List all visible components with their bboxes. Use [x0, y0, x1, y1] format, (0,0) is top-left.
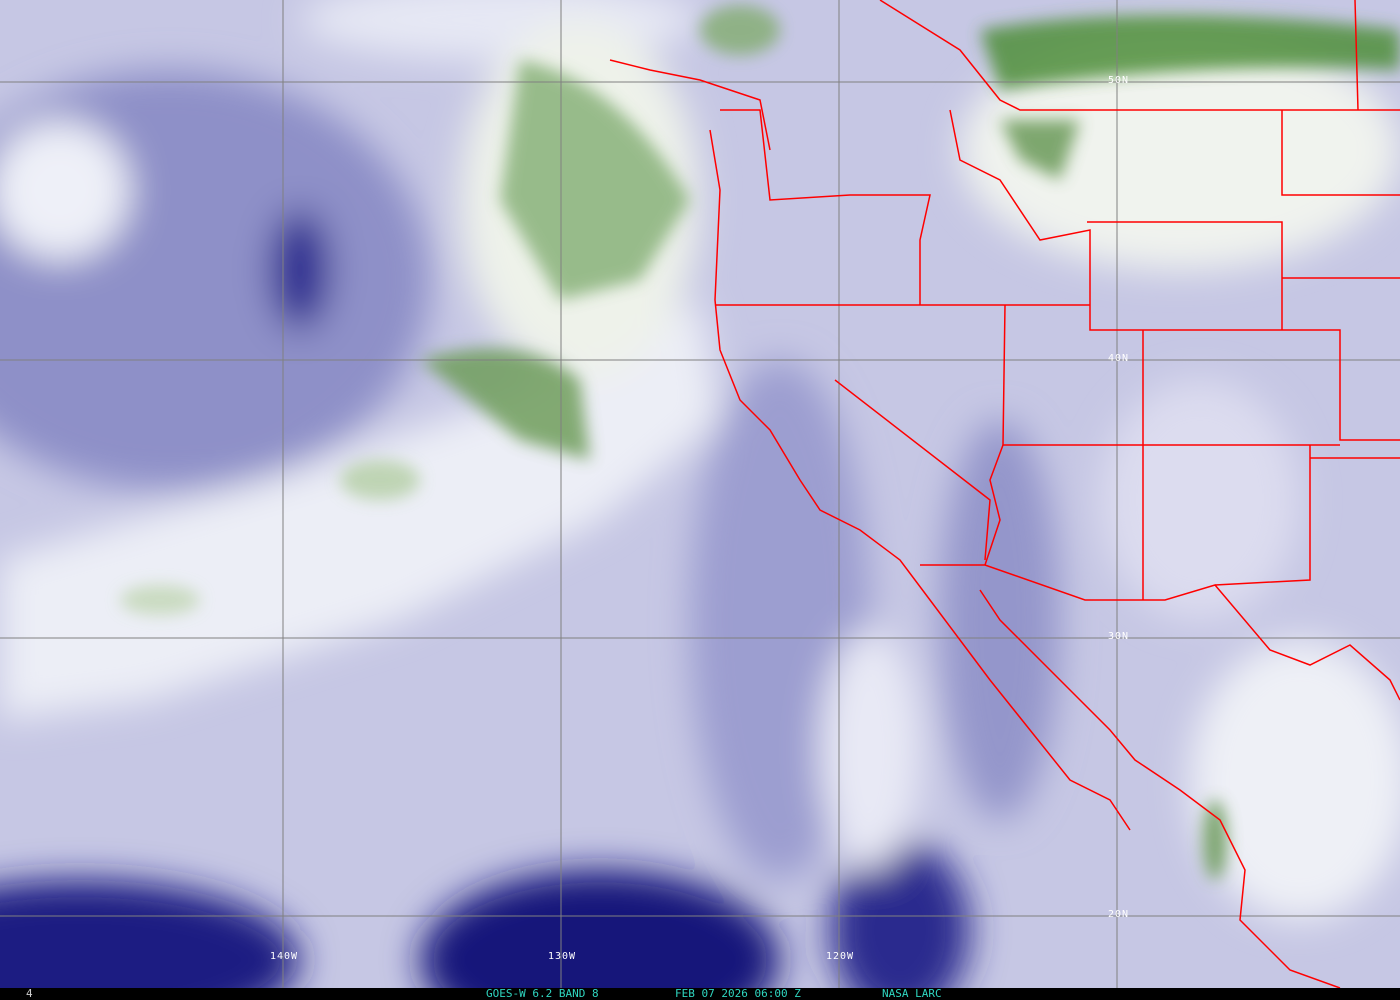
frame-indicator: 4 — [26, 987, 33, 1000]
latitude-label: 30N — [1108, 631, 1130, 642]
moist-air-region — [120, 5, 1400, 880]
source-label: NASA LARC — [882, 987, 942, 1000]
longitude-label: 140W — [270, 951, 299, 962]
caption-bar: 4 GOES-W 6.2 BAND 8 FEB 07 2026 06:00 Z … — [0, 988, 1400, 1000]
longitude-label: 130W — [548, 951, 577, 962]
latitude-label: 40N — [1108, 353, 1130, 364]
product-label: GOES-W 6.2 BAND 8 — [486, 987, 599, 1000]
longitude-label: 120W — [826, 951, 855, 962]
dry-air-region — [420, 870, 780, 988]
datetime-label: FEB 07 2026 06:00 Z — [675, 987, 801, 1000]
latitude-label: 20N — [1108, 909, 1130, 920]
political-borders — [609, 0, 1400, 988]
latitude-label: 50N — [1108, 75, 1130, 86]
coastline — [709, 129, 1131, 831]
